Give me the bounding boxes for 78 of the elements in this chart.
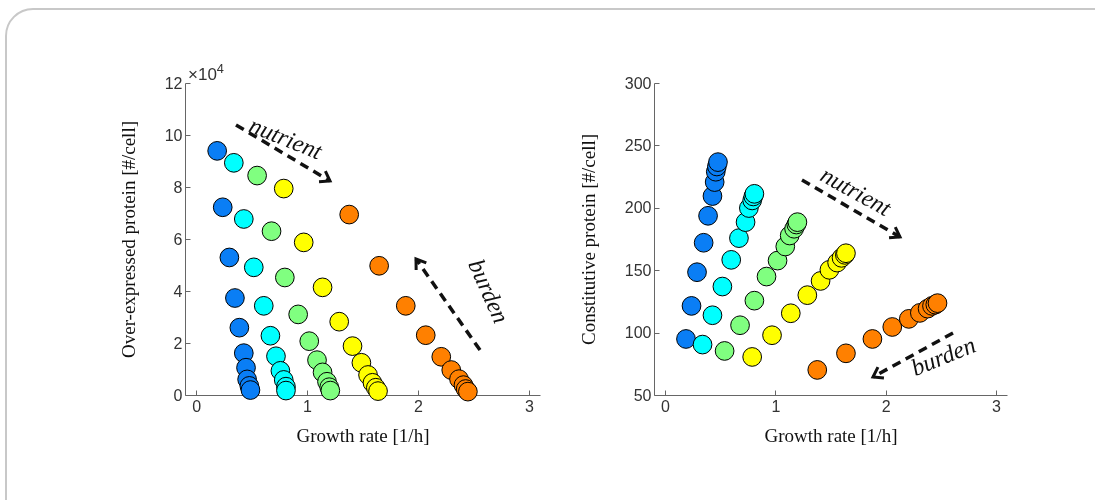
point [721,250,742,270]
point [342,336,363,356]
point [681,296,702,316]
point [862,329,883,349]
y-tick-label: 0 [173,386,183,404]
point [676,329,696,349]
y-tick-label: 50 [633,386,652,404]
x-tick-label: 0 [192,397,202,415]
point [369,255,389,276]
point [712,276,733,297]
x-axis-title: Growth rate [1/h] [764,424,898,446]
point [219,247,240,268]
point [882,317,903,337]
y-axis-title: Constitutive protein [#/cell] [577,133,599,346]
point [253,295,274,316]
x-tick-label: 0 [661,397,671,415]
point [744,290,765,311]
x-tick-label: 2 [414,397,424,415]
annotation: nutrient [245,111,328,165]
point [415,325,436,346]
annotation: burden [463,255,515,327]
annotation: ×10$^{4}$ [188,60,224,84]
point [312,277,333,298]
x-tick-label: 1 [303,397,313,415]
point [692,334,713,355]
point [687,262,707,283]
x-tick-label: 3 [992,397,1002,415]
point [329,311,350,332]
point [780,303,801,324]
point [261,221,282,242]
point [702,305,723,326]
point [274,267,295,288]
point [767,250,788,271]
y-tick-label: 8 [173,178,183,196]
y-tick-label: 250 [624,136,652,154]
point [223,152,244,173]
point [742,347,763,367]
y-axis-title: Over-expressed protein [#/cell] [117,120,139,359]
point [293,232,314,253]
point [212,197,233,218]
y-tick-label: 12 [164,74,183,92]
y-tick-label: 150 [624,261,652,279]
x-axis-title: Growth rate [1/h] [296,424,430,446]
point [229,317,250,338]
y-tick-label: 2 [173,334,183,352]
point [730,315,750,336]
point [288,304,309,325]
point [698,205,718,226]
point [762,325,782,346]
point [260,325,281,346]
point [273,178,294,199]
point [395,295,416,316]
y-tick-label: 200 [624,199,652,217]
point [233,209,254,229]
point [431,346,452,367]
y-tick-label: 300 [624,74,652,92]
x-tick-label: 3 [524,397,534,415]
y-tick-label: 10 [164,126,183,144]
point [299,331,320,352]
point [693,232,714,253]
point [225,288,245,308]
point [207,141,228,161]
point [708,152,728,172]
point [836,343,856,364]
y-tick-label: 6 [173,230,183,248]
point [729,228,749,248]
x-tick-label: 2 [881,397,891,415]
point [339,204,360,225]
point [243,257,264,278]
y-tick-label: 100 [624,324,652,342]
point [247,165,267,186]
point [756,266,777,287]
point [714,341,735,361]
y-tick-label: 4 [173,282,183,300]
point [797,285,818,305]
annotation: burden [907,331,980,381]
point [807,360,828,380]
x-tick-label: 1 [771,397,781,415]
